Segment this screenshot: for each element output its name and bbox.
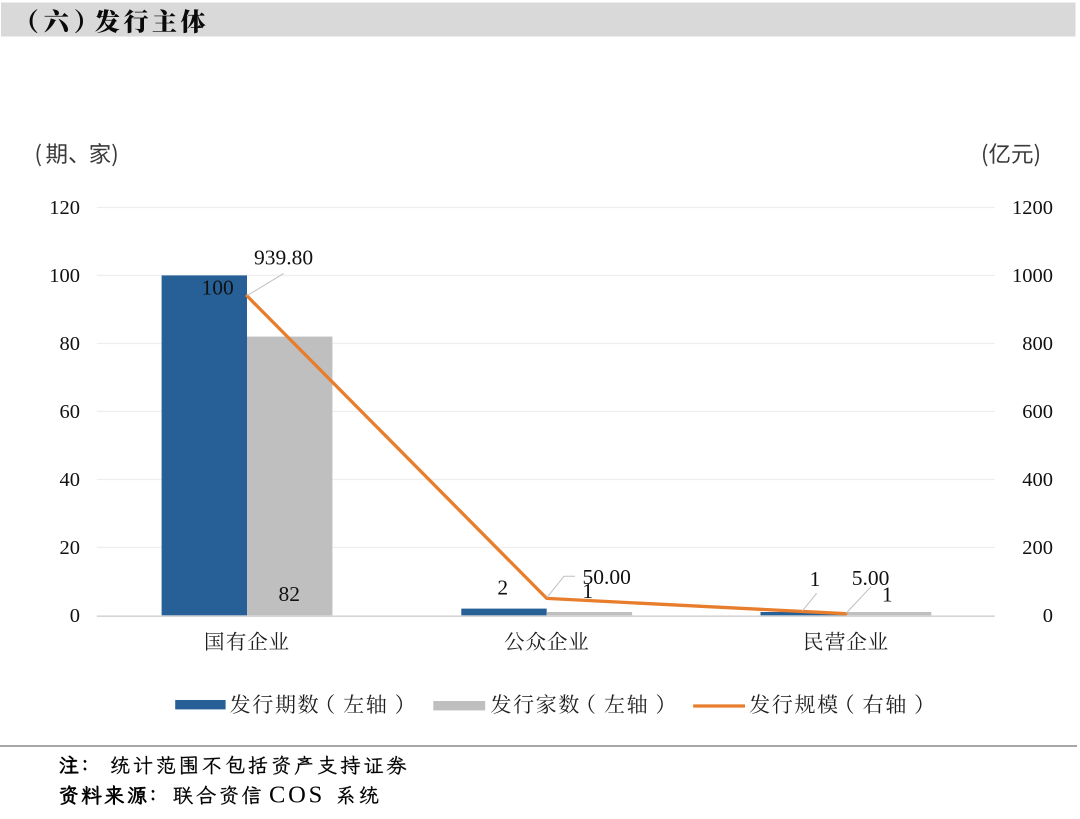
svg-text:1: 1 xyxy=(810,567,821,591)
svg-text:2: 2 xyxy=(497,575,508,599)
svg-text:0: 0 xyxy=(70,605,80,627)
svg-text:0: 0 xyxy=(1043,605,1053,627)
svg-text:100: 100 xyxy=(49,265,80,287)
svg-text:20: 20 xyxy=(60,537,81,559)
svg-text:1: 1 xyxy=(582,579,593,603)
svg-text:800: 800 xyxy=(1022,333,1053,355)
svg-text:120: 120 xyxy=(49,197,80,219)
svg-text:60: 60 xyxy=(60,401,81,423)
svg-text:1000: 1000 xyxy=(1012,265,1053,287)
svg-text:1200: 1200 xyxy=(1012,197,1053,219)
svg-text:200: 200 xyxy=(1022,537,1053,559)
svg-text:600: 600 xyxy=(1022,401,1053,423)
svg-text:COS: COS xyxy=(269,782,325,809)
svg-text:40: 40 xyxy=(60,469,81,491)
svg-text:5.00: 5.00 xyxy=(852,566,890,590)
svg-text:400: 400 xyxy=(1022,469,1053,491)
svg-text:80: 80 xyxy=(60,333,81,355)
svg-text:50.00: 50.00 xyxy=(583,565,631,589)
svg-text:100: 100 xyxy=(201,276,233,300)
svg-text:939.80: 939.80 xyxy=(254,245,313,269)
svg-text:82: 82 xyxy=(278,582,300,606)
svg-text:1: 1 xyxy=(882,583,893,607)
